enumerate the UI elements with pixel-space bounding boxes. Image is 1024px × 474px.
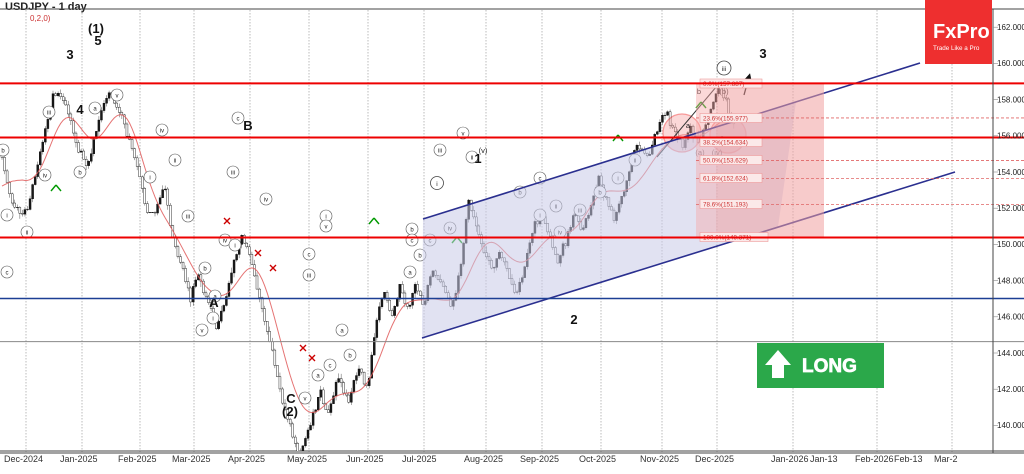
- svg-text:c: c: [411, 238, 414, 244]
- svg-text:LONG: LONG: [802, 356, 857, 377]
- svg-text:USDJPY - 1 day: USDJPY - 1 day: [5, 1, 88, 13]
- svg-text:140.000: 140.000: [997, 421, 1024, 430]
- svg-text:i: i: [6, 213, 7, 219]
- svg-text:148.000: 148.000: [997, 276, 1024, 285]
- svg-text:Mar-2: Mar-2: [934, 454, 958, 464]
- svg-text:i: i: [325, 214, 326, 220]
- svg-text:iii: iii: [307, 273, 311, 279]
- svg-text:23.6%(155.977): 23.6%(155.977): [703, 116, 748, 123]
- svg-text:c: c: [237, 116, 240, 122]
- svg-text:v: v: [462, 131, 465, 137]
- svg-text:v: v: [116, 93, 119, 99]
- svg-text:5: 5: [94, 33, 101, 48]
- svg-text:38.2%(154.634): 38.2%(154.634): [703, 140, 748, 147]
- svg-text:iii: iii: [722, 66, 726, 73]
- svg-text:B: B: [243, 118, 252, 133]
- svg-text:Nov-2025: Nov-2025: [640, 454, 679, 464]
- svg-text:Jan-2026: Jan-2026: [771, 454, 809, 464]
- svg-text:Mar-2025: Mar-2025: [172, 454, 211, 464]
- svg-text:Apr-2025: Apr-2025: [228, 454, 265, 464]
- svg-text:Jul-2025: Jul-2025: [402, 454, 437, 464]
- svg-text:78.6%(151.193): 78.6%(151.193): [703, 202, 748, 209]
- svg-text:c: c: [329, 363, 332, 369]
- svg-text:Feb-2025: Feb-2025: [118, 454, 157, 464]
- svg-text:iii: iii: [231, 170, 235, 176]
- svg-text:v: v: [325, 224, 328, 230]
- svg-text:iii: iii: [47, 110, 51, 116]
- svg-text:(2): (2): [282, 404, 298, 419]
- svg-text:ii: ii: [174, 158, 177, 164]
- svg-text:160.000: 160.000: [997, 59, 1024, 68]
- svg-text:iv: iv: [264, 197, 268, 203]
- svg-text:Dec-2025: Dec-2025: [695, 454, 734, 464]
- svg-text:iv: iv: [43, 173, 47, 179]
- svg-text:ii: ii: [26, 230, 29, 236]
- svg-text:v: v: [201, 328, 204, 334]
- svg-text:May-2025: May-2025: [287, 454, 327, 464]
- svg-text:Sep-2025: Sep-2025: [520, 454, 559, 464]
- svg-text:Jan-2025: Jan-2025: [60, 454, 98, 464]
- svg-text:144.000: 144.000: [997, 349, 1024, 358]
- svg-text:3: 3: [759, 46, 766, 61]
- svg-text:iii: iii: [186, 214, 190, 220]
- svg-text:i: i: [212, 316, 213, 322]
- svg-text:146.000: 146.000: [997, 313, 1024, 322]
- svg-text:158.000: 158.000: [997, 95, 1024, 104]
- svg-text:2: 2: [570, 312, 577, 327]
- svg-text:(v): (v): [479, 146, 488, 155]
- svg-text:Aug-2025: Aug-2025: [464, 454, 503, 464]
- svg-text:3: 3: [66, 47, 73, 62]
- svg-text:c: c: [308, 252, 311, 258]
- svg-text:0.0%(157.887): 0.0%(157.887): [703, 81, 744, 88]
- svg-text:c: c: [6, 270, 9, 276]
- svg-text:i: i: [149, 175, 150, 181]
- svg-text:Feb-13: Feb-13: [894, 454, 923, 464]
- svg-text:Feb-2026: Feb-2026: [855, 454, 894, 464]
- svg-text:Oct-2025: Oct-2025: [579, 454, 616, 464]
- svg-text:150.000: 150.000: [997, 240, 1024, 249]
- svg-text:4: 4: [76, 102, 84, 117]
- svg-text:iii: iii: [438, 148, 442, 154]
- svg-text:156.000: 156.000: [997, 132, 1024, 141]
- svg-text:Jan-13: Jan-13: [810, 454, 838, 464]
- svg-text:Trade Like a Pro: Trade Like a Pro: [933, 45, 980, 52]
- svg-text:i: i: [436, 181, 437, 188]
- svg-text:152.000: 152.000: [997, 204, 1024, 213]
- svg-text:FxPro: FxPro: [933, 21, 990, 43]
- svg-text:iv: iv: [160, 128, 164, 134]
- svg-text:50.0%(153.629): 50.0%(153.629): [703, 158, 748, 165]
- svg-text:Jun-2025: Jun-2025: [346, 454, 384, 464]
- svg-text:v: v: [304, 396, 307, 402]
- svg-text:ii: ii: [471, 155, 474, 161]
- svg-text:0,2,0): 0,2,0): [30, 14, 51, 23]
- svg-text:Dec-2024: Dec-2024: [4, 454, 43, 464]
- svg-text:142.000: 142.000: [997, 385, 1024, 394]
- svg-text:i: i: [234, 243, 235, 249]
- svg-text:61.8%(152.624): 61.8%(152.624): [703, 176, 748, 183]
- svg-text:162.000: 162.000: [997, 23, 1024, 32]
- svg-text:154.000: 154.000: [997, 168, 1024, 177]
- svg-text:iv: iv: [223, 238, 227, 244]
- svg-text:A: A: [209, 295, 219, 310]
